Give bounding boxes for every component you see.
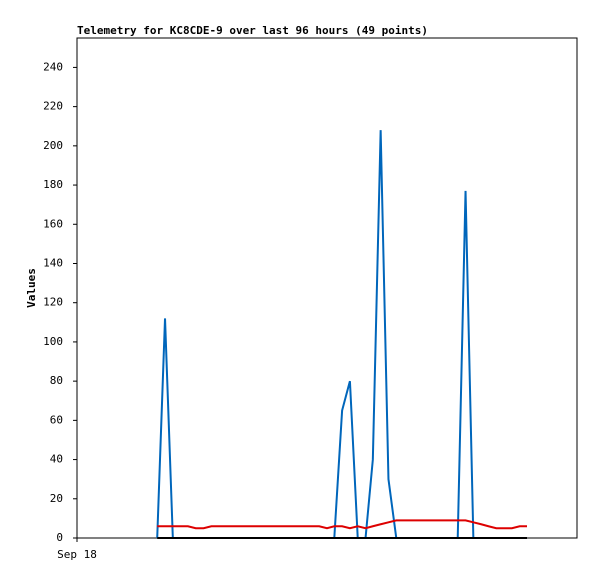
- series-line: [156, 130, 527, 539]
- y-tick-label: 240: [43, 60, 63, 73]
- y-tick-label: 40: [50, 453, 63, 466]
- y-tick-label: 140: [43, 256, 63, 269]
- y-tick-label: 100: [43, 335, 63, 348]
- series-line: [157, 519, 527, 530]
- y-tick-label: 200: [43, 139, 63, 152]
- y-tick-label: 80: [50, 374, 63, 387]
- y-tick-label: 180: [43, 178, 63, 191]
- chart-title: Telemetry for KC8CDE-9 over last 96 hour…: [77, 24, 428, 37]
- y-axis-label: Values: [25, 268, 38, 308]
- y-tick-label: 220: [43, 100, 63, 113]
- y-tick-label: 160: [43, 217, 63, 230]
- y-tick-label: 20: [50, 492, 63, 505]
- plot-frame: [76, 37, 578, 539]
- y-tick-label: 0: [56, 531, 63, 544]
- y-tick-label: 120: [43, 296, 63, 309]
- x-tick-label: Sep 18: [57, 548, 97, 561]
- y-tick-label: 60: [50, 413, 63, 426]
